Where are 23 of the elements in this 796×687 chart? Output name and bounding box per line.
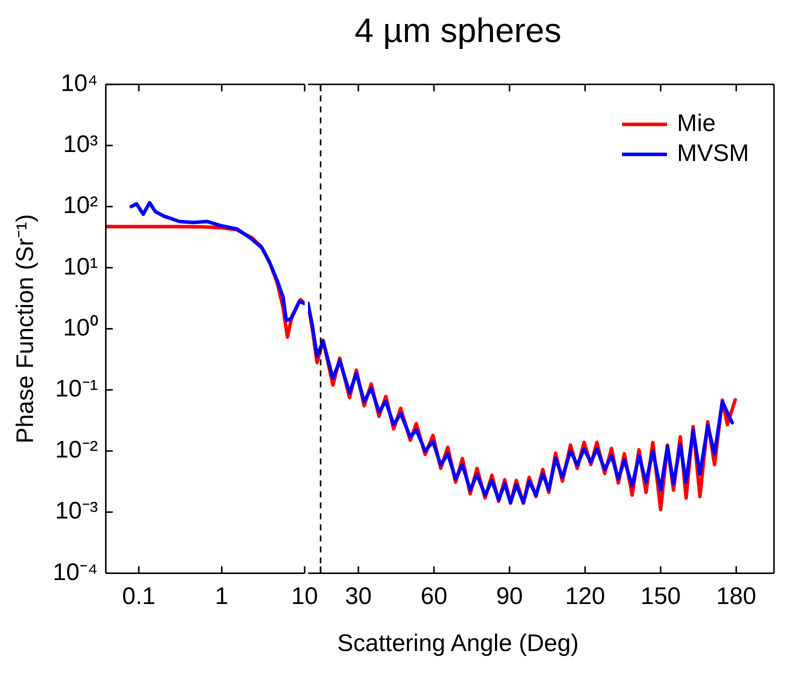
y-tick-label: 10⁰ xyxy=(63,314,98,342)
y-tick-label: 10⁻² xyxy=(55,436,98,464)
chart-title: 4 µm spheres xyxy=(354,12,562,51)
legend-label: Mie xyxy=(677,110,716,138)
y-tick-label: 10² xyxy=(63,192,98,220)
x-tick-label: 10 xyxy=(291,583,318,610)
y-axis-title: Phase Function (Sr⁻¹) xyxy=(12,214,40,444)
y-tick-label: 10⁻⁴ xyxy=(52,558,98,586)
x-tick-label: 30 xyxy=(345,583,372,610)
x-tick-label: 90 xyxy=(496,583,523,610)
y-tick-label: 10⁻³ xyxy=(55,498,98,525)
y-tick-label: 10⁴ xyxy=(60,70,98,98)
y-tick-label: 10³ xyxy=(63,131,98,158)
x-axis-title: Scattering Angle (Deg) xyxy=(336,630,580,658)
x-tick-label: 0.1 xyxy=(122,583,156,610)
y-tick-label: 10¹ xyxy=(63,253,98,280)
x-tick-label: 150 xyxy=(640,583,681,610)
x-tick-label: 180 xyxy=(716,583,756,610)
x-tick-label: 120 xyxy=(565,583,606,610)
x-tick-label: 60 xyxy=(420,583,448,610)
x-tick-label: 1 xyxy=(215,583,228,610)
y-tick-label: 10⁻¹ xyxy=(55,376,98,403)
legend-label: MVSM xyxy=(677,140,749,168)
